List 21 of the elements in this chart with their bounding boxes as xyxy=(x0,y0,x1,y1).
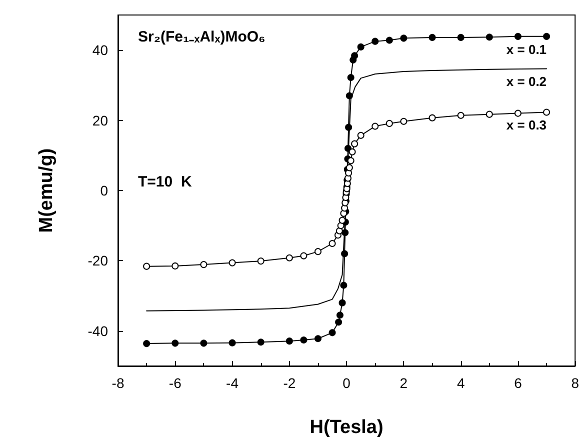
x-tick-label: 2 xyxy=(400,375,408,391)
x-axis-title: H(Tesla) xyxy=(310,417,384,438)
y-tick-label: 40 xyxy=(92,42,108,58)
y-tick-label: 0 xyxy=(100,182,108,198)
series-label: x = 0.3 xyxy=(506,118,547,133)
x-tick-label: -2 xyxy=(283,375,296,391)
y-tick-label: -40 xyxy=(88,322,108,339)
x-tick-label: 6 xyxy=(514,375,522,391)
y-tick-label: 20 xyxy=(92,112,108,128)
y-axis-title: M(emu/g) xyxy=(36,148,57,233)
x-tick-label: -6 xyxy=(168,375,182,391)
annotation: Sr₂(Fe₁₋ₓAlₓ)MoO₆ xyxy=(138,28,266,46)
y-tick-label: -20 xyxy=(88,252,108,269)
x-tick-label: 8 xyxy=(571,375,580,391)
x-tick-label: -8 xyxy=(112,375,124,391)
series-label: x = 0.1 xyxy=(506,42,547,57)
x-tick-label: 4 xyxy=(456,375,465,391)
series-label: x = 0.2 xyxy=(506,74,547,90)
x-tick-label: -4 xyxy=(226,375,239,391)
x-tick-label: 0 xyxy=(342,375,351,391)
annotation: T=10 K xyxy=(138,174,192,190)
